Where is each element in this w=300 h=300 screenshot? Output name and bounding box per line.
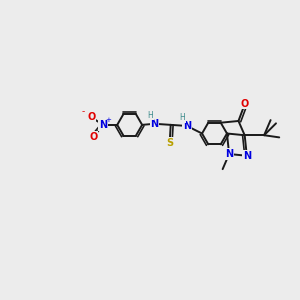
Text: N: N [99, 120, 107, 130]
Text: N: N [243, 151, 251, 161]
Text: O: O [89, 132, 98, 142]
Text: H: H [179, 113, 185, 122]
Text: O: O [87, 112, 95, 122]
Text: N: N [225, 149, 233, 159]
Text: -: - [81, 107, 85, 116]
Text: O: O [241, 99, 249, 109]
Text: H: H [147, 111, 153, 120]
Text: S: S [166, 138, 173, 148]
Text: N: N [151, 119, 159, 129]
Text: N: N [183, 121, 191, 131]
Text: +: + [105, 117, 111, 123]
